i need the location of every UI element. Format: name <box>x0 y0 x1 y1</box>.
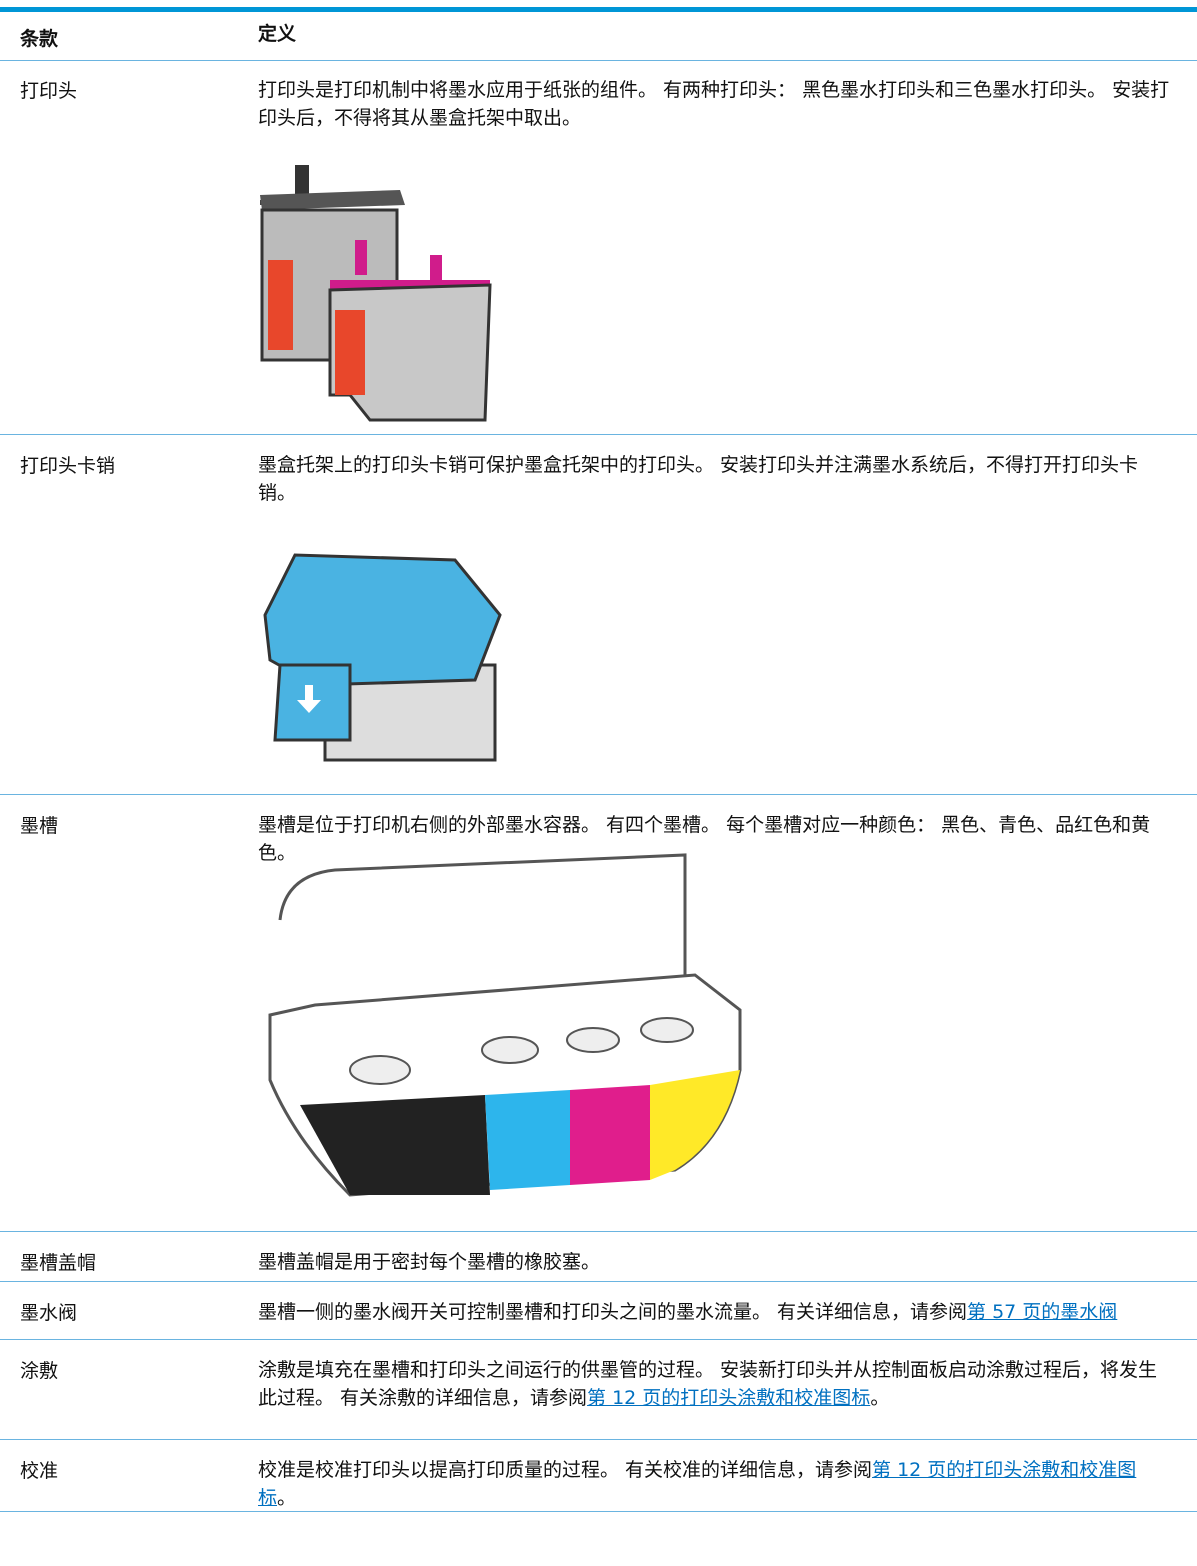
ink-tank-image <box>268 853 742 1197</box>
term-cell: 打印头卡销 <box>20 455 116 477</box>
table-row: 涂敷 涂敷是填充在墨槽和打印头之间运行的供墨管的过程。 安装新打印头并从控制面板启… <box>0 1340 1197 1440</box>
table-row: 打印头卡销 墨盒托架上的打印头卡销可保护墨盒托架中的打印头。 安装打印头并注满墨水… <box>0 435 1197 795</box>
term-cell: 打印头 <box>20 80 78 102</box>
printhead-image <box>260 165 492 422</box>
definition-cell: 校准是校准打印头以提高打印质量的过程。 有关校准的详细信息，请参阅第 12 页的… <box>258 1456 1173 1512</box>
definition-text: 。 <box>277 1487 297 1509</box>
definition-cell: 打印头是打印机制中将墨水应用于纸张的组件。 有两种打印头： 黑色墨水打印头和三色… <box>258 76 1173 132</box>
term-cell: 涂敷 <box>20 1360 59 1382</box>
definition-cell: 墨槽是位于打印机右侧的外部墨水容器。 有四个墨槽。 每个墨槽对应一种颜色： 黑色… <box>258 811 1173 867</box>
table-row: 打印头 打印头是打印机制中将墨水应用于纸张的组件。 有两种打印头： 黑色墨水打印头… <box>0 60 1197 435</box>
definition-text: 墨槽是位于打印机右侧的外部墨水容器。 有四个墨槽。 每个墨槽对应一种颜色： 黑色… <box>258 814 1151 864</box>
term-cell: 墨槽盖帽 <box>20 1252 97 1274</box>
definition-text: 墨盒托架上的打印头卡销可保护墨盒托架中的打印头。 安装打印头并注满墨水系统后，不… <box>258 454 1139 504</box>
definition-text: 涂敷是填充在墨槽和打印头之间运行的供墨管的过程。 安装新打印头并从控制面板启动涂… <box>258 1359 1158 1409</box>
definition-text: 墨槽一侧的墨水阀开关可控制墨槽和打印头之间的墨水流量。 有关详细信息，请参阅 <box>258 1301 968 1323</box>
definition-cell: 涂敷是填充在墨槽和打印头之间运行的供墨管的过程。 安装新打印头并从控制面板启动涂… <box>258 1356 1173 1412</box>
definition-cell: 墨槽盖帽是用于密封每个墨槽的橡胶塞。 <box>258 1248 1173 1276</box>
table-row: 墨槽盖帽 墨槽盖帽是用于密封每个墨槽的橡胶塞。 <box>0 1232 1197 1282</box>
definition-text: 校准是校准打印头以提高打印质量的过程。 有关校准的详细信息，请参阅 <box>258 1459 873 1481</box>
header-cell: 条款 <box>20 28 59 50</box>
term-cell: 墨水阀 <box>20 1302 78 1324</box>
term-cell: 墨槽 <box>20 815 59 837</box>
cross-reference-link[interactable]: 第 57 页的墨水阀 <box>967 1301 1118 1323</box>
header-row: 条款 定义 <box>0 12 1197 61</box>
header-cell: 定义 <box>258 23 297 45</box>
term-cell: 校准 <box>20 1460 59 1482</box>
definition-cell: 墨槽一侧的墨水阀开关可控制墨槽和打印头之间的墨水流量。 有关详细信息，请参阅第 … <box>258 1298 1173 1326</box>
latch-image <box>263 553 502 762</box>
table-row: 墨槽 墨槽是位于打印机右侧的外部墨水容器。 有四个墨槽。 每个墨槽对应一种颜色： … <box>0 795 1197 1232</box>
table-row: 墨水阀 墨槽一侧的墨水阀开关可控制墨槽和打印头之间的墨水流量。 有关详细信息，请参… <box>0 1282 1197 1340</box>
definition-cell: 墨盒托架上的打印头卡销可保护墨盒托架中的打印头。 安装打印头并注满墨水系统后，不… <box>258 451 1173 507</box>
definition-text: 打印头是打印机制中将墨水应用于纸张的组件。 有两种打印头： 黑色墨水打印头和三色… <box>258 79 1170 129</box>
definition-text: 。 <box>870 1387 890 1409</box>
cross-reference-link[interactable]: 第 12 页的打印头涂敷和校准图标 <box>258 1459 1137 1509</box>
definition-text: 墨槽盖帽是用于密封每个墨槽的橡胶塞。 <box>258 1251 601 1273</box>
top-rule <box>0 7 1197 12</box>
table-row: 校准 校准是校准打印头以提高打印质量的过程。 有关校准的详细信息，请参阅第 12 … <box>0 1440 1197 1512</box>
cross-reference-link[interactable]: 第 12 页的打印头涂敷和校准图标 <box>587 1387 871 1409</box>
